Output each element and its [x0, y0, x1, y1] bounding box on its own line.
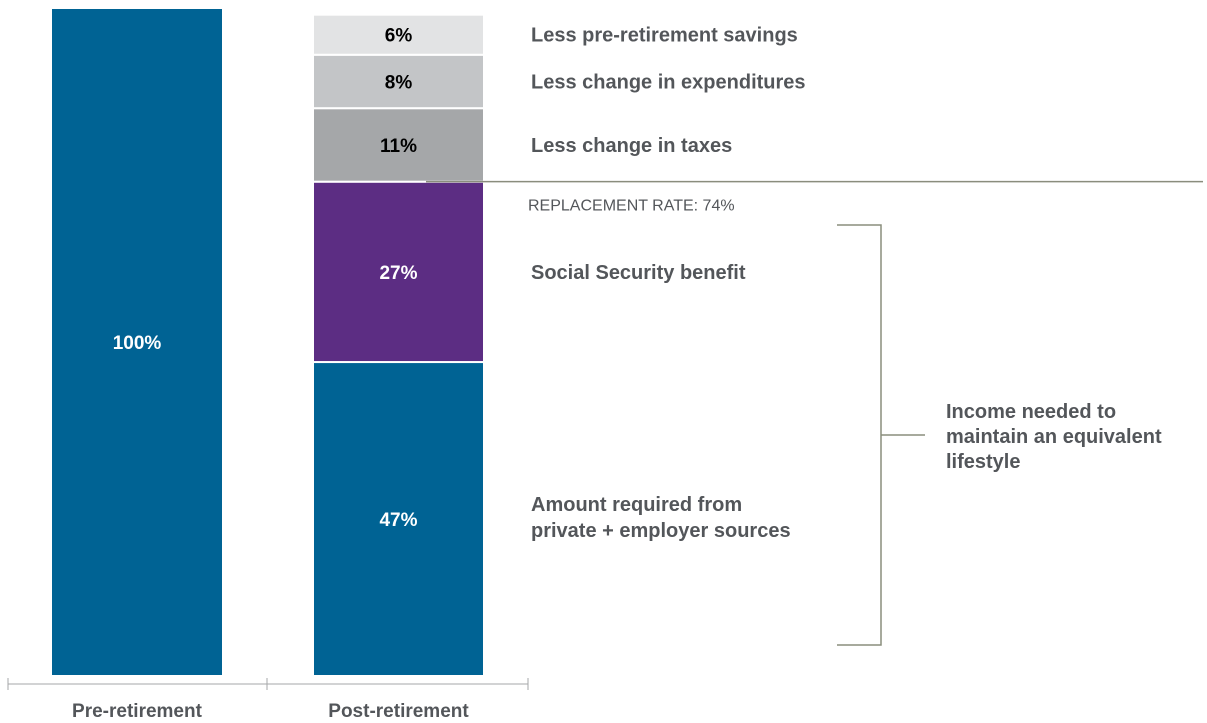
data-label-post-2: 11%	[380, 136, 417, 157]
x-tick-label-0: Pre-retirement	[72, 701, 203, 722]
bar-segment-post-4	[312, 13, 485, 56]
replacement-rate-label: REPLACEMENT RATE: 74%	[528, 198, 735, 215]
income-bracket	[837, 224, 882, 646]
segment-annotation-2: Less change in taxes	[531, 135, 732, 157]
annotations-layer: Amount required from private + employer s…	[426, 25, 1203, 646]
bar-segment-post-2	[312, 107, 485, 183]
x-axis: Pre-retirement Post-retirement	[7, 678, 529, 722]
income-bracket-label: Income needed to maintain an equivalent li…	[946, 401, 1162, 473]
segment-annotation-1: Social Security benefit	[531, 262, 746, 284]
segment-annotation-0: Amount required from private + employer s…	[531, 494, 791, 542]
segment-annotation-3: Less change in expenditures	[531, 71, 806, 93]
data-label-post-0: 47%	[379, 510, 417, 531]
data-label-post-4: 6%	[385, 26, 413, 47]
data-label-pre-0: 100%	[113, 333, 162, 354]
bars-layer	[50, 7, 485, 677]
bar-segment-pre-0	[50, 7, 224, 677]
bar-segment-post-3	[312, 53, 485, 110]
segment-annotation-4: Less pre-retirement savings	[531, 25, 798, 47]
bar-segment-post-0	[312, 361, 485, 677]
x-tick-label-1: Post-retirement	[328, 701, 469, 722]
data-label-post-1: 27%	[379, 263, 417, 284]
segment-labels-layer: 100% 47% 27% 11% 8% 6%	[113, 26, 418, 531]
data-label-post-3: 8%	[385, 72, 413, 93]
